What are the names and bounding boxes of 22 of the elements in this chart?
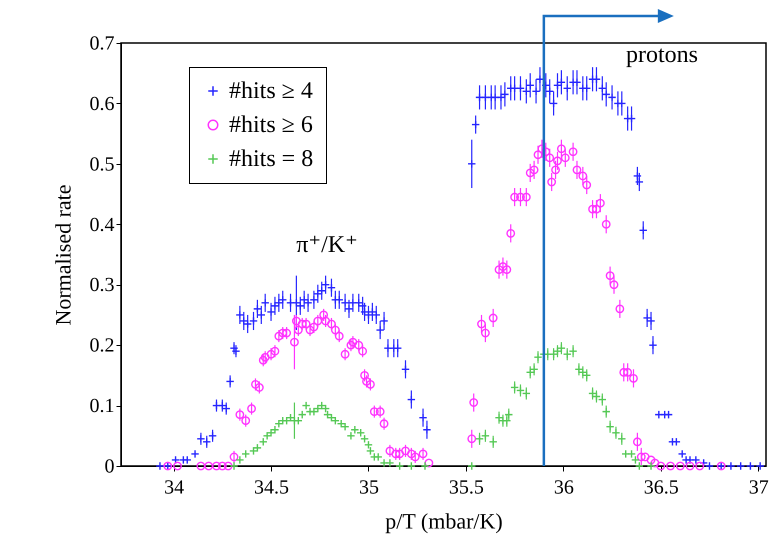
x-tick-label: 34.5 — [254, 476, 290, 498]
y-tick-label: 0.7 — [90, 32, 114, 54]
x-tick-label: 36 — [554, 476, 574, 498]
x-tick-label: 37 — [748, 476, 769, 498]
y-tick-label: 0.2 — [90, 334, 114, 357]
y-tick-label: 0.6 — [90, 92, 114, 115]
annotation: protons — [626, 42, 698, 68]
y-tick-label: 0.3 — [90, 274, 114, 296]
x-tick-label: 36.5 — [644, 476, 679, 498]
x-tick-label: 34 — [164, 476, 184, 498]
annotation: π⁺/K⁺ — [296, 232, 358, 258]
y-tick-label: 0 — [104, 456, 114, 478]
x-tick-label: 35.5 — [448, 476, 484, 498]
y-axis-title: Normalised rate — [50, 184, 76, 326]
x-tick-label: 35 — [358, 476, 379, 498]
y-tick-label: 0.4 — [90, 214, 114, 236]
legend-label: #hits ≥ 4 — [229, 78, 313, 104]
legend-label: #hits ≥ 6 — [229, 112, 313, 138]
y-tick-label: 0.1 — [90, 395, 114, 418]
legend-label: #hits = 8 — [229, 146, 314, 172]
x-axis-title: p/T (mbar/K) — [385, 508, 503, 534]
y-tick-label: 0.5 — [90, 153, 114, 176]
